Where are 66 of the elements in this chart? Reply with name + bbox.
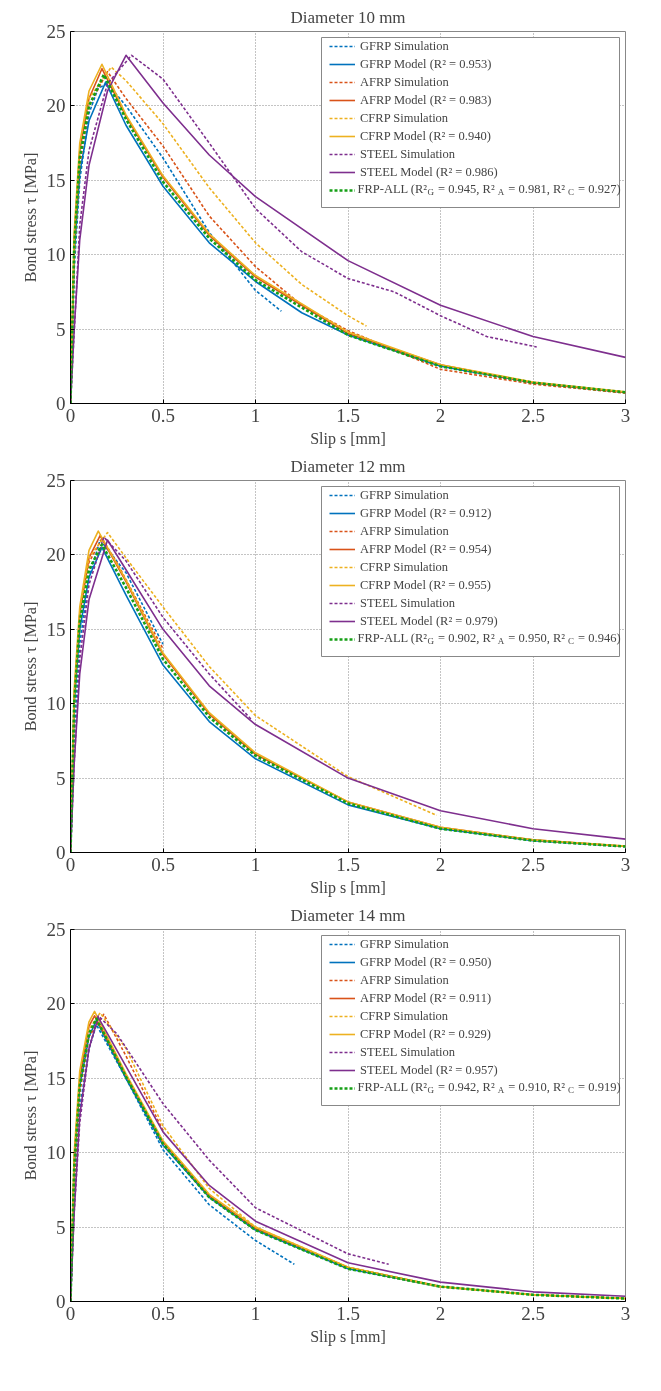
y-tick-label: 5 [56,1216,66,1238]
y-axis-title: Bond stress τ [MPa] [21,152,39,283]
y-tick-label: 10 [46,693,66,715]
legend-label: CFRP Simulation [360,109,450,127]
y-tick-label: 15 [46,169,66,191]
y-tick-label: 20 [46,544,66,566]
x-tick-label: 2 [435,1302,446,1324]
legend-label: GFRP Simulation [360,935,450,953]
y-axis-title: Bond stress τ [MPa] [21,601,39,732]
legend-label: AFRP Model (R² = 0.911) [360,989,493,1007]
legend-label: GFRP Model (R² = 0.912) [360,504,493,522]
x-tick-label: 2 [435,853,446,875]
legend-label: STEEL Simulation [360,145,457,163]
x-tick-label: 1.5 [336,404,360,426]
x-axis-title: Slip s [mm] [310,878,386,897]
x-tick-label: 2 [435,404,446,426]
legend-label: STEEL Simulation [360,1043,457,1061]
x-tick-label: 3 [620,404,631,426]
y-tick-label: 25 [46,21,66,42]
legend-label: CFRP Model (R² = 0.955) [360,576,492,594]
legend-label: CFRP Simulation [360,558,450,576]
legend-label: AFRP Simulation [360,971,450,989]
legend-label: AFRP Simulation [360,522,450,540]
chart-title: Diameter 12 mm [290,456,406,476]
legend-label: STEEL Model (R² = 0.986) [360,163,499,181]
x-tick-label: 3 [620,853,631,875]
chart-title: Diameter 14 mm [290,905,406,925]
x-tick-label: 1 [250,404,261,426]
x-tick-label: 1.5 [336,1302,360,1324]
x-tick-label: 2.5 [521,1302,545,1324]
y-tick-label: 25 [46,919,66,940]
y-tick-label: 25 [46,470,66,491]
legend-label: AFRP Model (R² = 0.954) [360,540,493,558]
legend-label: GFRP Simulation [360,37,450,55]
x-tick-label: 3 [620,1302,631,1324]
y-tick-label: 10 [46,244,66,266]
x-axis-title: Slip s [mm] [310,429,386,448]
legend-label: GFRP Simulation [360,486,450,504]
x-tick-label: 0.5 [151,1302,175,1324]
y-tick-label: 20 [46,95,66,117]
y-tick-label: 10 [46,1142,66,1164]
x-axis-title: Slip s [mm] [310,1327,386,1346]
x-tick-label: 0.5 [151,853,175,875]
x-tick-label: 1 [250,1302,261,1324]
legend-label: GFRP Model (R² = 0.950) [360,953,493,971]
legend-label: CFRP Model (R² = 0.929) [360,1025,492,1043]
legend-label: CFRP Model (R² = 0.940) [360,127,492,145]
legend-label: CFRP Simulation [360,1007,450,1025]
legend-label: STEEL Simulation [360,594,457,612]
legend-label: STEEL Model (R² = 0.957) [360,1061,499,1079]
y-tick-label: 15 [46,1067,66,1089]
y-tick-label: 5 [56,767,66,789]
x-tick-label: 2.5 [521,853,545,875]
legend-label: AFRP Simulation [360,73,450,91]
y-tick-label: 15 [46,618,66,640]
chart-title: Diameter 10 mm [290,7,406,27]
y-axis-title: Bond stress τ [MPa] [21,1050,39,1181]
y-tick-label: 20 [46,993,66,1015]
legend-label: GFRP Model (R² = 0.953) [360,55,493,73]
x-tick-label: 1 [250,853,261,875]
y-tick-label: 5 [56,318,66,340]
x-tick-label: 1.5 [336,853,360,875]
x-tick-label: 0.5 [151,404,175,426]
legend-label: AFRP Model (R² = 0.983) [360,91,493,109]
legend-label: STEEL Model (R² = 0.979) [360,612,499,630]
x-tick-label: 2.5 [521,404,545,426]
